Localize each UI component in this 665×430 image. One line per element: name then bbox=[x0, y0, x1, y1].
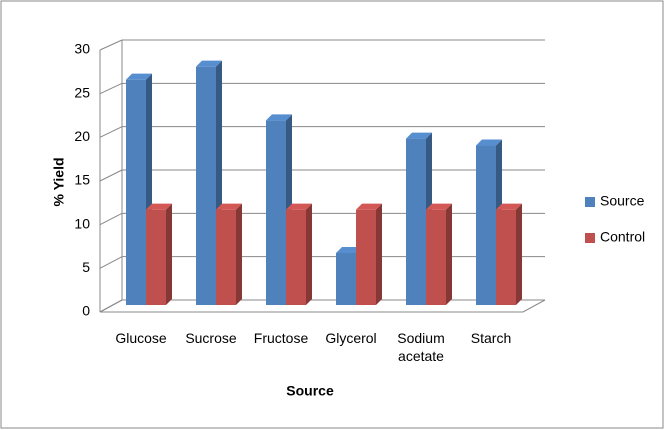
bar-top bbox=[356, 203, 382, 210]
bar-top bbox=[146, 203, 172, 210]
bar-side bbox=[166, 203, 172, 305]
bar-side bbox=[376, 203, 382, 305]
y-tick-label: 30 bbox=[74, 41, 90, 57]
bar-top bbox=[336, 247, 362, 253]
bar bbox=[336, 253, 356, 305]
y-tick-label: 10 bbox=[74, 215, 90, 231]
bar-top bbox=[126, 73, 152, 80]
x-tick-label: Sodium acetate bbox=[397, 330, 445, 364]
x-tick-label: Fructose bbox=[253, 330, 309, 346]
x-tick-label: Starch bbox=[470, 330, 512, 346]
bar bbox=[146, 209, 166, 305]
bar-side bbox=[306, 203, 312, 305]
bar bbox=[126, 79, 146, 306]
bar bbox=[286, 209, 306, 305]
bar bbox=[216, 209, 236, 305]
grid-line-side bbox=[99, 299, 123, 313]
bar-top bbox=[286, 203, 312, 210]
x-tick-label: Sucrose bbox=[185, 330, 237, 346]
y-tick-label: 5 bbox=[82, 259, 90, 275]
grid-line-side bbox=[99, 256, 123, 269]
bar-top bbox=[476, 139, 502, 146]
bar-top bbox=[196, 60, 222, 67]
bar-top bbox=[216, 203, 242, 210]
bar-top bbox=[426, 203, 452, 210]
x-tick-label: Glucose bbox=[115, 330, 167, 346]
y-tick-label: 0 bbox=[82, 303, 90, 319]
legend-swatch bbox=[585, 233, 595, 243]
bar-top bbox=[266, 114, 292, 121]
y-axis-title: % Yield bbox=[51, 157, 67, 206]
bar-side bbox=[446, 203, 452, 305]
bar bbox=[476, 145, 496, 305]
bar-side bbox=[236, 203, 242, 305]
bar-side bbox=[516, 203, 522, 305]
bar bbox=[496, 209, 516, 305]
bar bbox=[266, 120, 286, 306]
y-tick-label: 15 bbox=[74, 172, 90, 188]
legend-label: Control bbox=[600, 229, 645, 245]
legend-label: Source bbox=[600, 193, 645, 209]
bar bbox=[406, 138, 426, 305]
y-tick-label: 25 bbox=[74, 84, 90, 100]
y-tick-label: 20 bbox=[74, 128, 90, 144]
x-axis-title: Source bbox=[286, 383, 334, 399]
bar bbox=[356, 209, 376, 305]
grid-line-side bbox=[99, 169, 123, 182]
grid-line-side bbox=[99, 212, 123, 226]
bar bbox=[426, 209, 446, 305]
legend-swatch bbox=[585, 197, 595, 207]
x-tick-label: Glycerol bbox=[325, 330, 377, 346]
bar-top bbox=[406, 132, 432, 139]
grid-line-side bbox=[99, 126, 123, 138]
grid-line-side bbox=[99, 82, 123, 95]
grid-line-side bbox=[99, 39, 123, 51]
bar-top bbox=[496, 203, 522, 210]
bar bbox=[196, 66, 216, 306]
